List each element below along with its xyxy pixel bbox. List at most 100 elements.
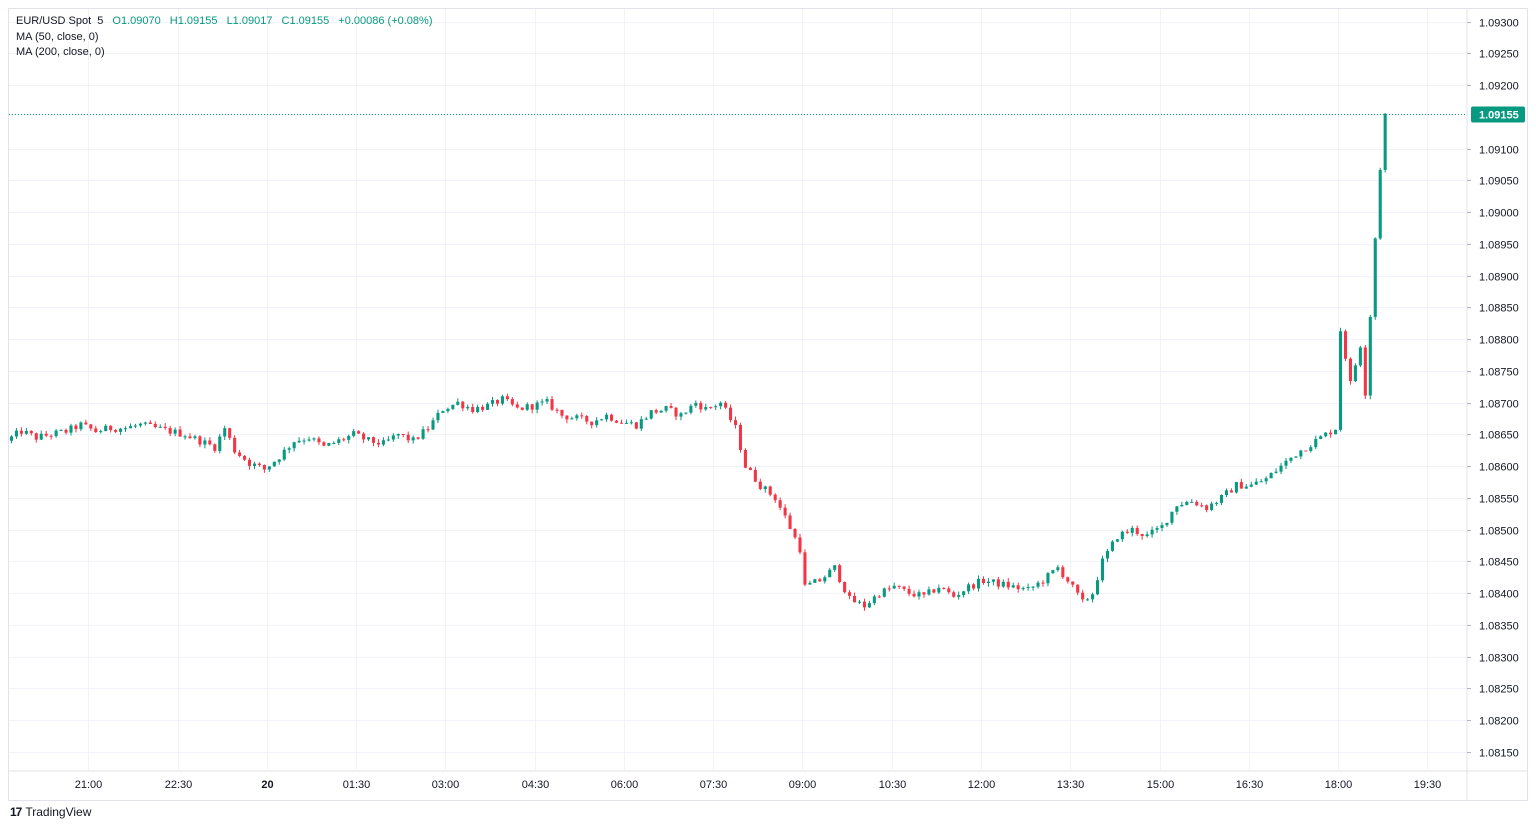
price-tick-label: 1.08150	[1479, 748, 1519, 760]
candle-body	[585, 415, 589, 422]
symbol-name[interactable]: EUR/USD Spot	[16, 15, 92, 27]
candle-body	[1284, 460, 1288, 466]
tradingview-logo-icon: 17	[10, 805, 22, 819]
candle-body	[1185, 501, 1189, 505]
candle-body	[1016, 585, 1020, 590]
candle-body	[39, 433, 43, 440]
candle-body	[337, 439, 341, 443]
candle-body	[362, 433, 366, 440]
candle-body	[188, 436, 192, 439]
candle-body	[153, 423, 157, 428]
candle-body	[1368, 316, 1372, 396]
candle-body	[1339, 331, 1343, 430]
candle-body	[981, 578, 986, 583]
candle-body	[976, 578, 981, 589]
candle-body	[555, 409, 559, 411]
candle-body	[1155, 527, 1159, 530]
candle-body	[610, 414, 614, 421]
candle-body	[1046, 573, 1050, 584]
candle-body	[1081, 592, 1085, 600]
candle-body	[69, 425, 73, 433]
candle-body	[624, 422, 628, 424]
time-tick-label: 22:30	[165, 779, 193, 791]
candle-body	[932, 589, 936, 593]
candle-body	[1086, 599, 1090, 601]
candle-body	[570, 418, 574, 420]
candle-body	[793, 528, 797, 538]
candle-body	[629, 422, 633, 424]
candle-body	[357, 431, 361, 434]
candle-body	[1264, 478, 1268, 482]
candle-body	[709, 407, 713, 409]
candle-body	[867, 603, 871, 608]
tradingview-brand[interactable]: 17 TradingView	[10, 805, 91, 819]
candle-body	[1036, 582, 1040, 587]
candle-body	[1378, 169, 1382, 239]
candle-body	[1115, 539, 1119, 542]
time-axis[interactable]: 21:00 22:30 20 01:30 03:00 04:30 06:00 07:30 09:…	[75, 779, 1442, 791]
candle-body	[753, 469, 757, 482]
price-tick-label: 1.08200	[1479, 716, 1519, 728]
candle-body	[833, 565, 837, 570]
candle-body	[1011, 585, 1015, 588]
candle-body	[689, 405, 693, 413]
candle-body	[99, 431, 103, 433]
candle-body	[500, 396, 504, 404]
candle-body	[292, 442, 296, 449]
candle-body	[426, 429, 430, 431]
price-tick-label: 1.08600	[1479, 462, 1519, 474]
candle-body	[1383, 113, 1387, 170]
candle-body	[1150, 529, 1154, 535]
candle-body	[505, 396, 509, 400]
candle-body	[446, 408, 450, 412]
candle-body	[456, 401, 460, 405]
candles	[9, 113, 1387, 611]
candle-body	[223, 428, 227, 437]
candle-body	[1031, 586, 1035, 588]
candle-body	[1358, 347, 1362, 366]
candle-body	[1239, 482, 1243, 489]
time-tick-label: 18:00	[1325, 779, 1353, 791]
candle-body	[238, 452, 242, 456]
candle-body	[163, 426, 167, 428]
candle-body	[644, 418, 648, 420]
candle-body	[173, 429, 177, 434]
candle-body	[763, 486, 767, 490]
ma-50-legend[interactable]: MA (50, close, 0)	[16, 30, 105, 45]
candle-body	[1229, 490, 1233, 493]
candle-body	[1219, 495, 1224, 503]
ma-200-legend[interactable]: MA (200, close, 0)	[16, 45, 111, 60]
change-value: +0.00086 (+0.08%)	[338, 15, 433, 27]
candle-body	[1373, 238, 1377, 317]
candle-body	[669, 406, 673, 408]
candle-body	[1175, 506, 1179, 512]
candle-body	[128, 426, 133, 429]
candle-body	[1066, 577, 1070, 582]
candle-body	[138, 423, 142, 426]
price-tick-label: 1.08700	[1479, 399, 1519, 411]
candle-body	[1314, 438, 1318, 448]
candle-body	[699, 402, 703, 410]
price-tick-label: 1.08750	[1479, 367, 1519, 379]
candle-body	[1269, 472, 1273, 479]
price-tick-label: 1.08350	[1479, 621, 1519, 633]
time-tick-label: 09:00	[789, 779, 817, 791]
chart-frame	[8, 8, 1528, 801]
candle-body	[862, 601, 866, 608]
candle-body	[352, 431, 356, 436]
candle-body	[1319, 436, 1323, 439]
candle-body	[1244, 486, 1248, 489]
candle-body	[818, 579, 822, 582]
candle-body	[758, 481, 762, 490]
candle-body	[902, 586, 906, 589]
price-axis[interactable]: 1.09300 1.09250 1.09200 1.09100 1.09050 1.090…	[1467, 18, 1519, 760]
candle-body	[1343, 331, 1348, 359]
candle-body	[1021, 588, 1025, 590]
symbol-legend[interactable]: EUR/USD Spot 5 O1.09070 H1.09155 L1.09017…	[16, 14, 438, 29]
candle-body	[441, 411, 445, 413]
candle-body	[148, 422, 152, 424]
candle-body	[674, 407, 678, 417]
candle-body	[967, 584, 971, 592]
candle-body	[510, 399, 514, 405]
